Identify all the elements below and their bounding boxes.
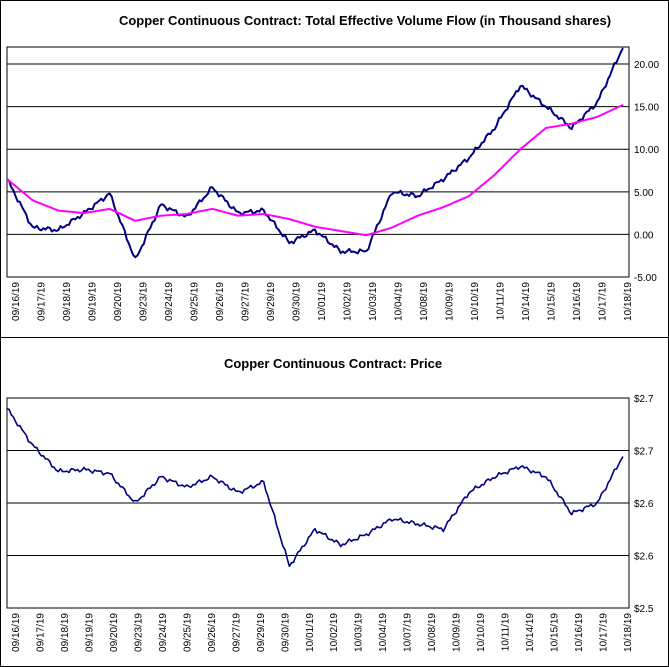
x-tick-label: 09/16/19 — [11, 282, 22, 321]
x-tick-label: 10/11/19 — [501, 613, 512, 652]
y-tick-label: $2.7 — [634, 447, 654, 458]
x-tick-label: 10/14/19 — [525, 613, 536, 652]
x-tick-label: 10/08/19 — [419, 282, 430, 321]
x-tick-label: 09/24/19 — [164, 282, 175, 321]
x-tick-label: 10/14/19 — [521, 282, 532, 321]
x-tick-label: 10/10/19 — [476, 613, 487, 652]
x-tick-label: 10/02/19 — [343, 282, 354, 321]
y-tick-label: -5.00 — [634, 273, 657, 284]
x-tick-label: 09/18/19 — [62, 282, 73, 321]
x-tick-label: 10/02/19 — [329, 613, 340, 652]
price-panel: Copper Continuous Contract: Price $2.5 $2… — [6, 356, 654, 652]
x-tick-label: 10/15/19 — [547, 282, 558, 321]
x-tick-label: 09/16/19 — [11, 613, 22, 652]
y-tick-label: 10.00 — [634, 145, 659, 156]
x-tick-label: 09/24/19 — [158, 613, 169, 652]
volume-flow-title: Copper Continuous Contract: Total Effect… — [119, 13, 611, 28]
x-tick-label: 10/03/19 — [368, 282, 379, 321]
x-tick-label: 10/07/19 — [403, 613, 414, 652]
x-tick-label: 09/17/19 — [37, 282, 48, 321]
x-tick-label: 09/23/19 — [133, 613, 144, 652]
x-tick-label: 10/09/19 — [452, 613, 463, 652]
price-title: Copper Continuous Contract: Price — [224, 356, 442, 371]
y-tick-label: $2.5 — [634, 604, 654, 615]
y-tick-label: $2.6 — [634, 552, 654, 563]
x-tick-label: 09/27/19 — [241, 282, 252, 321]
x-tick-label: 10/17/19 — [598, 282, 609, 321]
x-tick-label: 10/01/19 — [305, 613, 316, 652]
x-tick-label: 09/23/19 — [139, 282, 150, 321]
volume-flow-plot-area — [6, 46, 630, 278]
x-tick-label: 09/30/19 — [292, 282, 303, 321]
series-line — [6, 407, 624, 568]
x-tick-label: 09/29/19 — [256, 613, 267, 652]
x-tick-label: 09/29/19 — [266, 282, 277, 321]
x-tick-label: 09/25/19 — [190, 282, 201, 321]
x-tick-label: 09/25/19 — [182, 613, 193, 652]
x-tick-label: 09/20/19 — [109, 613, 120, 652]
x-tick-label: 10/04/19 — [394, 282, 405, 321]
panel-divider — [0, 337, 669, 338]
y-tick-label: $2.7 — [634, 394, 654, 405]
y-tick-label: 0.00 — [634, 230, 654, 241]
x-tick-label: 09/26/19 — [207, 613, 218, 652]
x-tick-label: 10/11/19 — [496, 282, 507, 321]
y-tick-label: 20.00 — [634, 60, 659, 71]
x-tick-label: 09/26/19 — [215, 282, 226, 321]
x-tick-label: 09/20/19 — [113, 282, 124, 321]
x-tick-label: 10/18/19 — [623, 282, 634, 321]
volume-flow-panel: Copper Continuous Contract: Total Effect… — [6, 13, 659, 321]
x-tick-label: 09/27/19 — [231, 613, 242, 652]
x-tick-label: 09/19/19 — [88, 282, 99, 321]
x-tick-label: 10/16/19 — [574, 613, 585, 652]
x-tick-label: 10/18/19 — [623, 613, 634, 652]
x-tick-label: 10/09/19 — [445, 282, 456, 321]
y-tick-label: $2.6 — [634, 499, 654, 510]
x-tick-label: 10/15/19 — [550, 613, 561, 652]
x-tick-label: 09/18/19 — [60, 613, 71, 652]
y-tick-label: 15.00 — [634, 103, 659, 114]
y-tick-label: 5.00 — [634, 188, 654, 199]
x-tick-label: 10/10/19 — [470, 282, 481, 321]
x-tick-label: 10/03/19 — [354, 613, 365, 652]
x-tick-label: 10/17/19 — [599, 613, 610, 652]
x-tick-label: 09/19/19 — [84, 613, 95, 652]
x-tick-label: 09/17/19 — [35, 613, 46, 652]
x-tick-label: 10/01/19 — [317, 282, 328, 321]
x-tick-label: 10/16/19 — [572, 282, 583, 321]
x-tick-label: 10/08/19 — [427, 613, 438, 652]
x-tick-label: 09/30/19 — [280, 613, 291, 652]
x-tick-label: 10/04/19 — [378, 613, 389, 652]
